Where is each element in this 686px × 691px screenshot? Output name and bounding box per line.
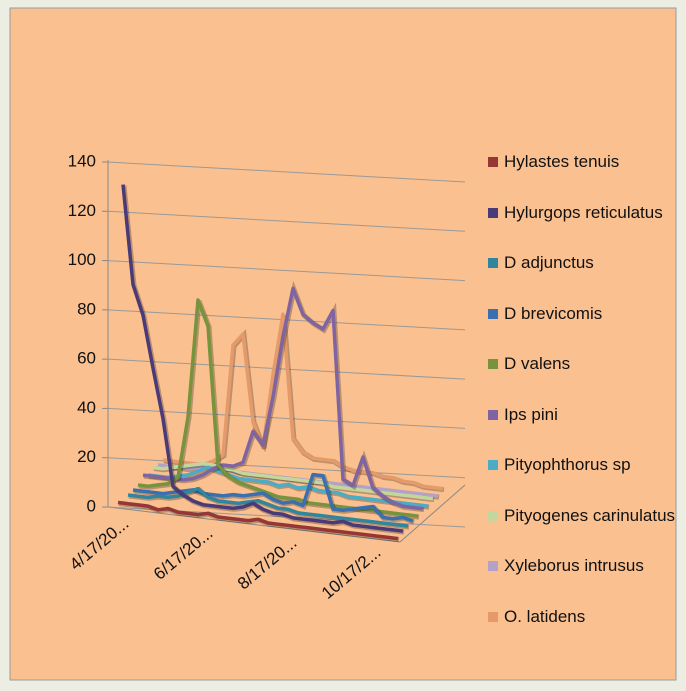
legend-label: Hylastes tenuis [504,152,620,171]
legend: Hylastes tenuis Hylurgops reticulatus D ad… [488,150,678,655]
legend-item: Hylurgops reticulatus [488,201,678,252]
y-tick-label: 0 [87,496,96,515]
legend-swatch [488,207,498,218]
legend-label: D valens [504,354,571,373]
legend-label: Xyleborus intrusus [504,556,644,575]
grid-line [107,407,466,429]
floor-edge [399,484,466,543]
series-line [121,184,404,533]
legend-swatch [488,409,498,420]
legend-item: Hylastes tenuis [488,150,678,201]
legend-swatch [488,308,498,319]
legend-item: Pityogenes carinulatus [488,504,678,555]
y-tick-label: 120 [68,201,96,220]
series-line [152,461,434,501]
series-line [162,312,444,491]
legend-label: O. latidens [504,606,586,626]
series-line [117,500,399,541]
legend-item: Ips pini [488,403,678,454]
legend-item: D brevicomis [488,302,678,353]
legend-item: D adjunctus [488,251,678,302]
legend-item: Xyleborus intrusus [488,554,678,605]
y-tick-label: 100 [68,250,96,269]
y-tick-label: 80 [77,299,96,318]
legend-swatch [488,157,498,167]
legend-swatch [488,460,498,470]
legend-swatch [488,611,498,622]
y-tick-label: 60 [77,349,96,368]
legend-label: Pityogenes carinulatus [504,505,676,525]
legend-label: D brevicomis [504,303,603,323]
grid-line [107,210,466,232]
legend-label: D adjunctus [504,253,594,272]
legend-label: Hylurgops reticulatus [504,202,663,222]
chart-area [9,7,677,681]
series-line [142,286,424,511]
legend-swatch [488,510,498,521]
series-line [147,465,429,508]
floor-edge [107,506,401,543]
legend-item: O. latidens [488,605,678,656]
legend-swatch [488,561,498,571]
series-line [127,486,409,528]
grid-line [107,161,466,183]
legend-swatch [488,359,498,369]
y-tick-label: 20 [77,447,96,466]
legend-item: Pityophthorus sp [488,453,678,504]
y-tick-label: 140 [68,151,96,170]
legend-item: D valens [488,352,678,403]
y-tick-label: 40 [77,398,96,417]
legend-label: Pityophthorus sp [504,455,631,474]
legend-swatch [488,258,498,268]
legend-label: Ips pini [504,404,558,424]
grid-line [107,260,466,282]
series-line [137,298,419,518]
